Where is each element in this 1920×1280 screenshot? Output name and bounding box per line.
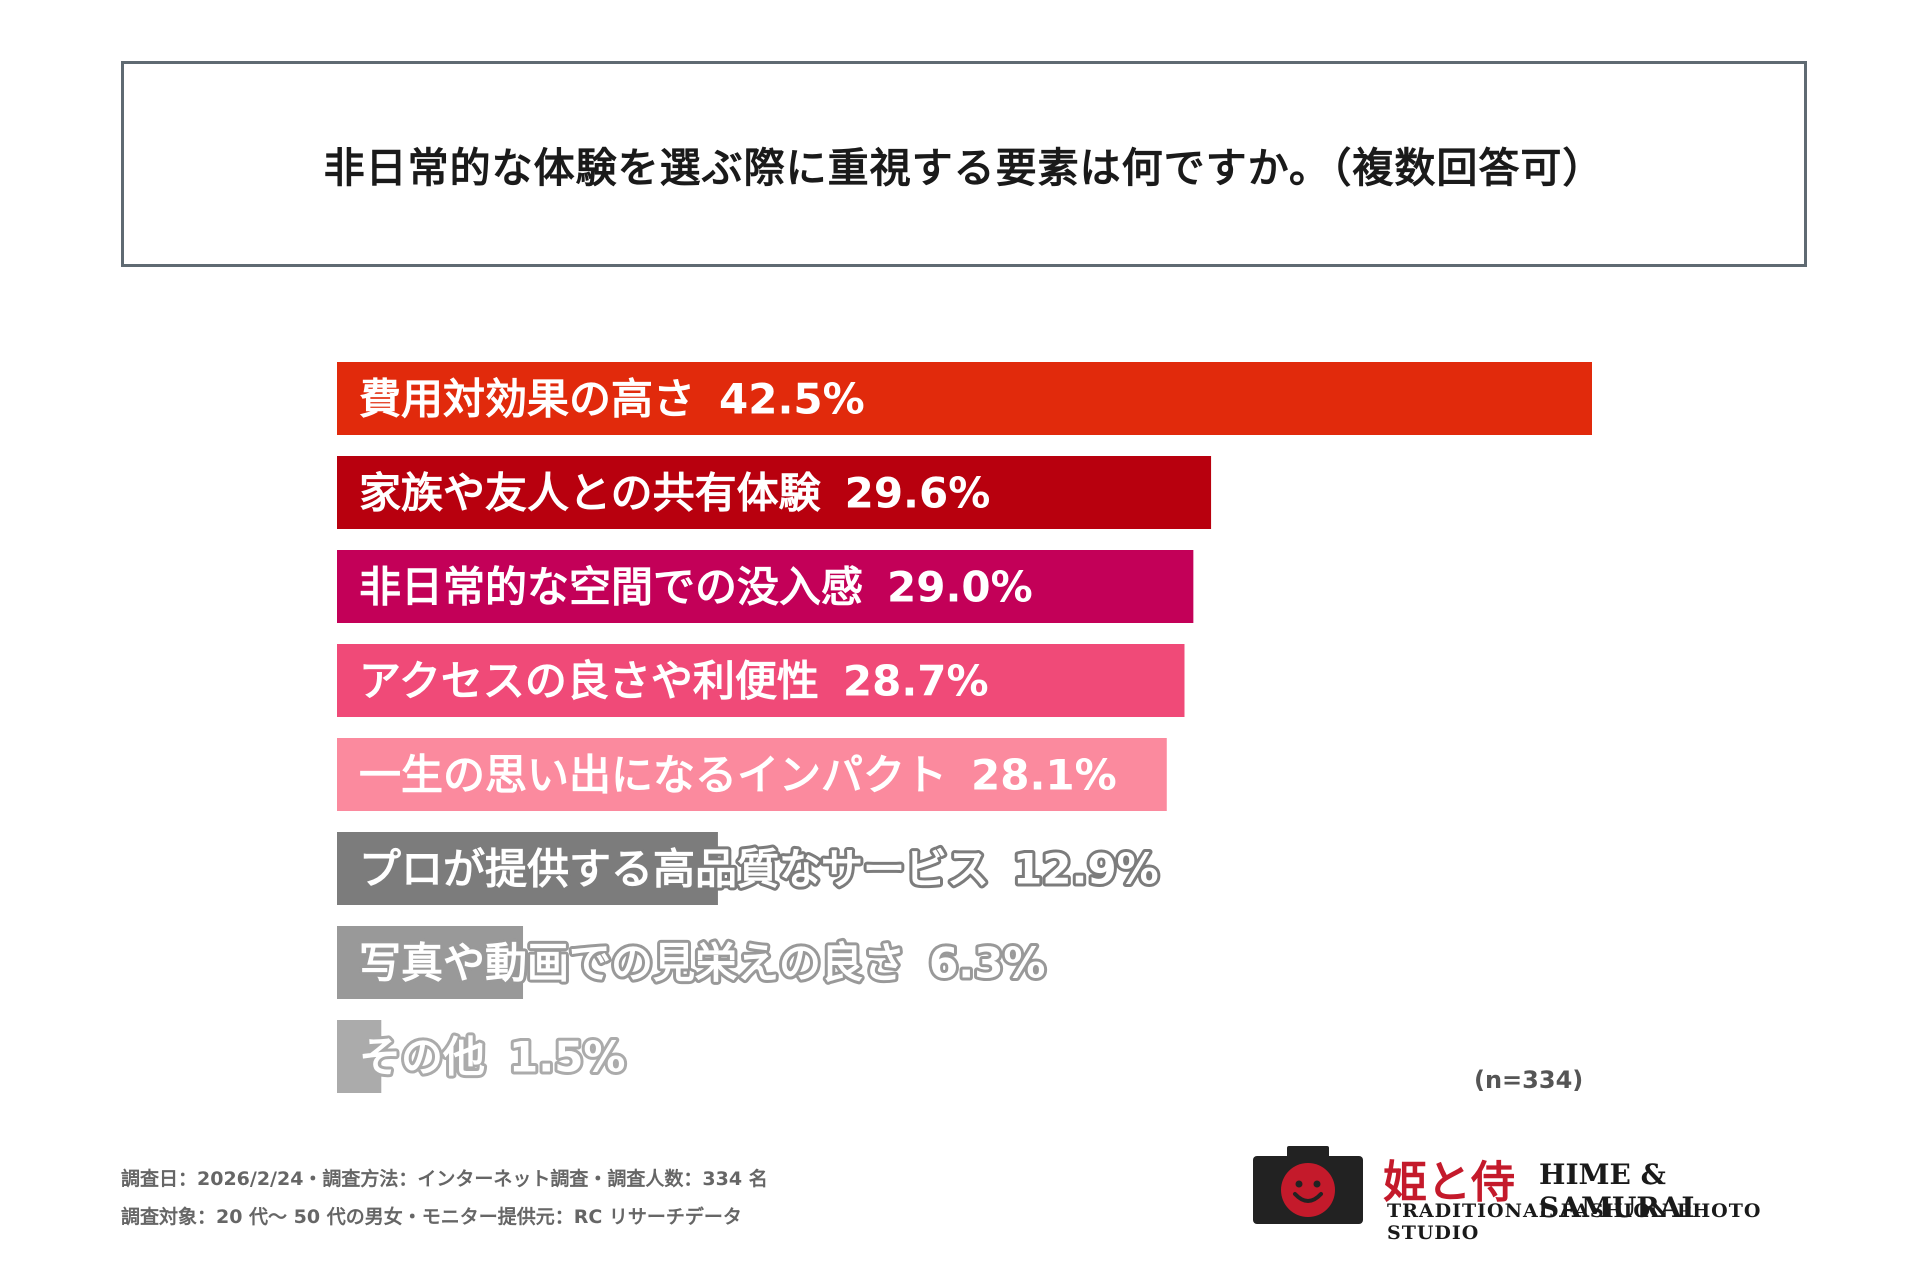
bar-label-7: その他 1.5% xyxy=(359,1033,626,1082)
sample-size-label: (n=334) xyxy=(1474,1066,1584,1094)
bar-label-1: 家族や友人との共有体験 29.6% xyxy=(359,469,990,518)
bar-label-3: アクセスの良さや利便性 28.7% xyxy=(359,657,989,706)
bar-value-7: 1.5% xyxy=(509,1033,625,1082)
bar-7 xyxy=(337,1020,382,1093)
bar-label-5: プロが提供する高品質なサービス 12.9% xyxy=(359,845,1159,894)
bar-value-4: 28.1% xyxy=(971,751,1117,800)
bar-value-0: 42.5% xyxy=(719,375,865,424)
bar-1 xyxy=(337,456,1212,529)
bar-3 xyxy=(337,644,1185,717)
bar-label-0: 費用対効果の高さ 42.5% xyxy=(359,375,865,424)
bar-category-2: 非日常的な空間での没入感 xyxy=(359,563,863,612)
bar-label-4: 一生の思い出になるインパクト 28.1% xyxy=(359,751,1117,800)
bar-category-5: プロが提供する高品質なサービス xyxy=(359,845,989,894)
bar-category-0: 費用対効果の高さ xyxy=(359,375,695,424)
bar-label-2: 非日常的な空間での没入感 29.0% xyxy=(359,563,1033,612)
bar-category-7: その他 xyxy=(359,1033,485,1082)
bar-4 xyxy=(337,738,1167,811)
bar-category-6: 写真や動画での見栄えの良さ xyxy=(359,939,905,988)
bar-value-5: 12.9% xyxy=(1013,845,1159,894)
bar-5 xyxy=(337,832,718,905)
chart-title-box: 非日常的な体験を選ぶ際に重視する要素は何ですか。（複数回答可） xyxy=(121,61,1807,267)
bar-value-2: 29.0% xyxy=(887,563,1033,612)
chart-title: 非日常的な体験を選ぶ際に重視する要素は何ですか。（複数回答可） xyxy=(323,144,1605,192)
footnote-survey-info: 調査日：2026/2/24・調査方法：インターネット調査・調査人数：334 名 xyxy=(121,1168,768,1190)
bar-value-1: 29.6% xyxy=(845,469,991,518)
camera-smile-icon xyxy=(1253,1146,1363,1224)
logo-subtitle: TRADITIONAL FASHION PHOTO STUDIO xyxy=(1387,1200,1762,1244)
bar-6 xyxy=(337,926,524,999)
bar-value-6: 6.3% xyxy=(929,939,1045,988)
logo-japanese-name: 姫と侍 xyxy=(1383,1157,1515,1208)
logo-english-name: HIME & SAMURAI xyxy=(1539,1158,1695,1224)
bar-category-1: 家族や友人との共有体験 xyxy=(359,469,822,518)
bar-2 xyxy=(337,550,1194,623)
brand-logo: 姫と侍 HIME & SAMURAI TRADITIONAL FASHION P… xyxy=(1253,1144,1813,1244)
bar-category-3: アクセスの良さや利便性 xyxy=(359,657,819,706)
bar-label-6: 写真や動画での見栄えの良さ 6.3% xyxy=(359,939,1046,988)
bar-0 xyxy=(337,362,1592,435)
bar-category-4: 一生の思い出になるインパクト xyxy=(359,751,947,800)
bar-value-3: 28.7% xyxy=(843,657,989,706)
footnote-survey-target: 調査対象：20 代〜 50 代の男女・モニター提供元：RC リサーチデータ xyxy=(121,1206,742,1228)
